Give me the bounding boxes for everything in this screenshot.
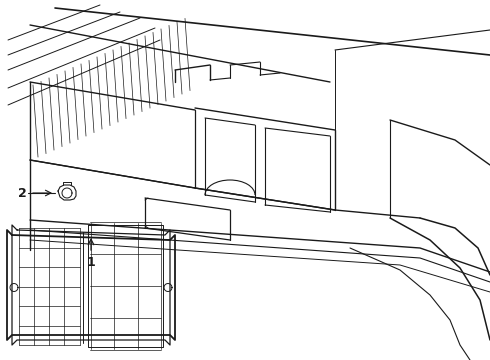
Text: 2: 2	[18, 186, 26, 199]
Text: 1: 1	[87, 256, 96, 270]
